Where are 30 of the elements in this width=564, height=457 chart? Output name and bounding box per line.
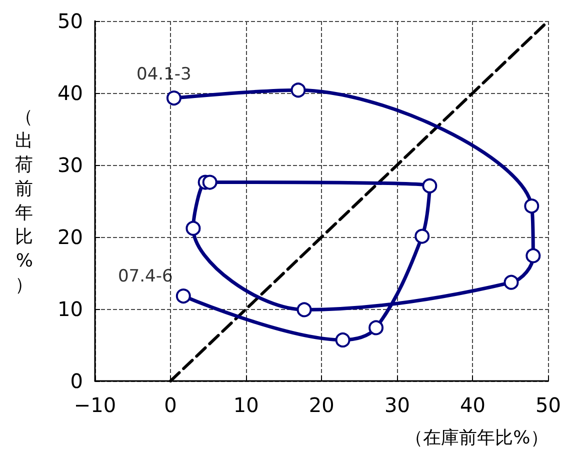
y-tick-label: 50	[58, 9, 83, 33]
annotation: 07.4-6	[118, 266, 173, 287]
point	[414, 228, 430, 244]
x-tick-label: 20	[308, 393, 334, 417]
annotation: 04.1-3	[136, 64, 192, 85]
x-tick-label: 40	[460, 393, 486, 417]
point	[296, 302, 312, 318]
y-axis-title: （出荷前年比%）	[15, 106, 33, 296]
point	[176, 288, 191, 304]
y-tick-label: 20	[58, 225, 83, 249]
point	[526, 248, 541, 264]
point	[166, 90, 182, 106]
y-tick-label: 30	[58, 153, 83, 177]
point	[335, 332, 350, 348]
point	[202, 174, 218, 190]
y-tick-label: 40	[58, 81, 83, 105]
point	[290, 82, 306, 98]
point	[186, 220, 201, 236]
x-tick-label: 0	[164, 393, 177, 417]
y-tick-label: 10	[58, 297, 83, 321]
x-tick-label: 30	[384, 393, 410, 417]
x-tick-label: 10	[233, 393, 259, 417]
point	[524, 198, 540, 214]
point	[504, 274, 519, 290]
point	[368, 320, 384, 336]
y-tick-label: 0	[70, 369, 83, 393]
point	[422, 178, 438, 194]
x-tick-label: 50	[536, 393, 561, 417]
x-axis-title: （在庫前年比%）	[405, 428, 548, 448]
x-tick-label: −10	[74, 393, 116, 417]
